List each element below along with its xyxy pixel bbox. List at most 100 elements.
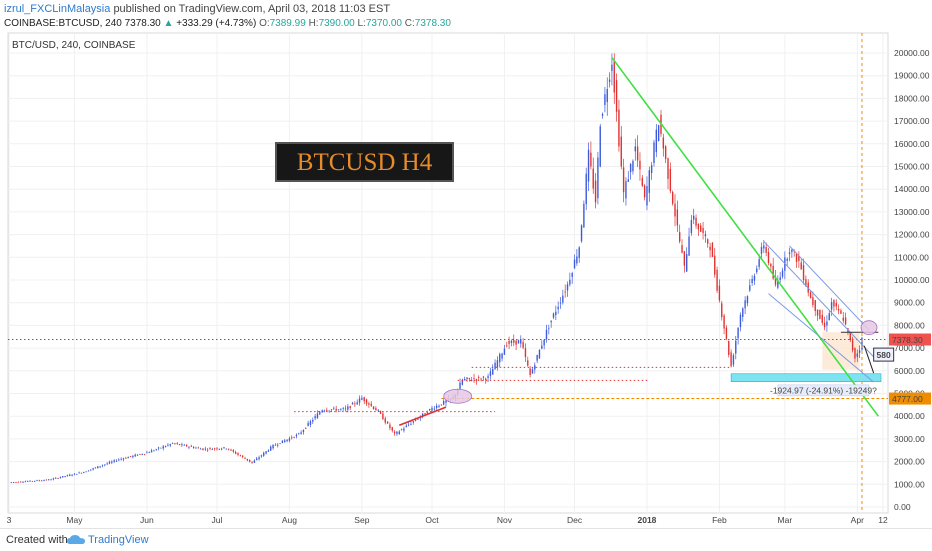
- candle-body: [431, 407, 433, 411]
- candle-body: [347, 406, 349, 410]
- candle-body: [421, 413, 424, 416]
- candle-body: [22, 481, 24, 483]
- candle-body: [594, 180, 597, 203]
- price-chart[interactable]: 0.001000.002000.003000.004000.005000.006…: [0, 0, 932, 528]
- candle-body: [739, 314, 742, 328]
- candle-body: [751, 278, 753, 284]
- candle-body: [97, 466, 99, 469]
- candle-body: [66, 475, 69, 477]
- candle-body: [389, 424, 391, 429]
- candle-body: [667, 158, 669, 179]
- candle-body: [555, 311, 557, 316]
- candle-body: [106, 463, 108, 465]
- candle-body: [688, 236, 690, 256]
- candle-body: [478, 376, 480, 378]
- candle-body: [24, 481, 27, 483]
- candle-body: [328, 410, 330, 412]
- y-tick-label: 19000.00: [894, 71, 930, 81]
- candle-body: [463, 378, 466, 380]
- candle-body: [113, 460, 115, 462]
- candle-body: [728, 341, 730, 355]
- candle-body: [590, 152, 592, 167]
- channel-upper-line-2: [789, 245, 870, 331]
- channel-lower-line: [768, 293, 874, 383]
- candle-body: [281, 440, 284, 444]
- candle-body: [407, 424, 410, 426]
- candle-body: [279, 443, 281, 445]
- tradingview-brand[interactable]: TradingView: [88, 534, 149, 546]
- created-with-text: Created with: [6, 534, 68, 546]
- candle-body: [307, 422, 309, 426]
- candle-body: [433, 408, 436, 410]
- candle-body: [517, 340, 520, 344]
- candle-body: [78, 472, 80, 474]
- candle-body: [164, 446, 167, 448]
- candle-body: [211, 449, 214, 450]
- candle-body: [835, 303, 837, 307]
- candle-body: [550, 320, 552, 323]
- candle-body: [716, 269, 718, 291]
- y-tick-label: 7000.00: [894, 343, 925, 353]
- author-link[interactable]: izrul_FXCLinMalaysia: [4, 3, 111, 15]
- price-change: +333.29 (+4.73%): [176, 18, 257, 29]
- candle-body: [127, 457, 129, 459]
- candle-body: [220, 448, 223, 450]
- candle-body: [695, 217, 697, 226]
- measure-box: [777, 384, 870, 397]
- candle-body: [94, 467, 97, 469]
- candle-body: [162, 446, 164, 449]
- candle-body: [461, 379, 464, 385]
- candle-body: [286, 439, 288, 442]
- candle-body: [178, 444, 181, 446]
- x-tick-label: Mar: [778, 515, 793, 525]
- x-tick-label: 2018: [638, 515, 657, 525]
- candle-body: [363, 397, 365, 402]
- candle-body: [704, 234, 707, 237]
- x-tick-label: Jul: [212, 515, 223, 525]
- candle-body: [601, 114, 604, 116]
- candle-body: [241, 455, 244, 458]
- candle-body: [480, 378, 482, 380]
- candle-body: [643, 185, 646, 198]
- candle-body: [118, 459, 120, 461]
- candle-body: [55, 477, 57, 479]
- candle-body: [557, 306, 559, 310]
- candle-body: [185, 444, 188, 447]
- candle-body: [662, 137, 665, 149]
- candle-body: [302, 430, 305, 433]
- time-axis[interactable]: 3 May Jun Jul Aug Sep Oct Nov Dec 2018 Feb Mar Apr 12: [7, 515, 888, 525]
- candle-body: [319, 412, 321, 415]
- candle-body: [115, 460, 118, 462]
- candle-body: [485, 378, 487, 380]
- candle-body: [779, 277, 781, 280]
- candle-body: [669, 168, 672, 192]
- tradingview-logo-icon: [67, 535, 85, 544]
- candle-body: [375, 408, 377, 411]
- candle-body: [798, 255, 800, 262]
- y-tick-label: 17000.00: [894, 116, 930, 126]
- candle-body: [171, 443, 174, 444]
- candle-body: [786, 258, 788, 261]
- candle-body: [41, 480, 43, 482]
- candle-body: [141, 454, 143, 455]
- candle-body: [788, 252, 791, 254]
- candle-body: [737, 327, 739, 339]
- candle-body: [791, 249, 793, 253]
- candle-body: [861, 337, 863, 350]
- candle-body: [622, 167, 625, 193]
- candle-body: [562, 295, 564, 303]
- candle-body: [674, 203, 676, 217]
- candle-body: [386, 421, 389, 424]
- candle-body: [840, 310, 842, 314]
- price-axis[interactable]: 0.001000.002000.003000.004000.005000.006…: [894, 48, 930, 512]
- candle-body: [169, 444, 171, 446]
- candle-body: [676, 209, 679, 226]
- candle-body: [356, 402, 358, 405]
- drawing-layer: [8, 33, 895, 513]
- candle-body: [681, 245, 683, 253]
- price-tag-label: 7378.30: [892, 335, 923, 345]
- candle-body: [136, 454, 139, 456]
- candle-body: [265, 451, 267, 454]
- candle-body: [120, 458, 122, 460]
- candle-body: [613, 60, 615, 93]
